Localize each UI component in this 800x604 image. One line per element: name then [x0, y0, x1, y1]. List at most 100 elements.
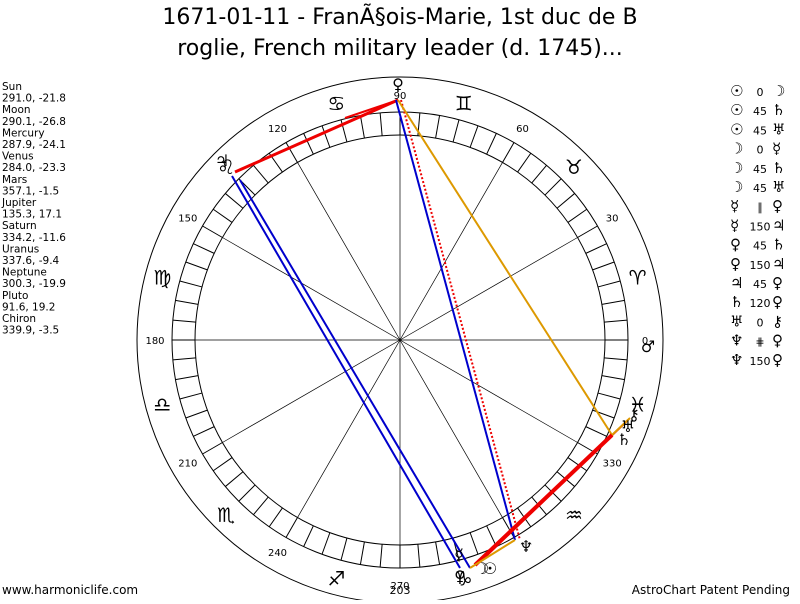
aspect-line [400, 99, 521, 541]
ring-tick [172, 357, 196, 361]
planet-glyph: ♆ [519, 537, 533, 556]
aspect-planet: ☽ [730, 159, 743, 177]
planet-glyph: ☉ [483, 559, 497, 578]
ring-tick [238, 484, 256, 502]
ring-tick [253, 496, 269, 515]
aspect-planet: ☿ [730, 197, 739, 215]
aspect-type: 45 [753, 124, 767, 137]
planet-coords: 287.9, -24.1 [2, 139, 66, 151]
ring-tick [212, 457, 233, 472]
ring-tick [585, 426, 607, 437]
planet-glyph: ♀ [392, 75, 404, 94]
sign-glyph: ♒ [565, 503, 583, 527]
aspect-line [611, 417, 631, 436]
planet-name: Pluto [2, 290, 28, 302]
aspect-planet: ♄ [730, 293, 743, 311]
sign-glyph: ♎ [153, 393, 171, 417]
footer-right: AstroChart Patent Pending [632, 583, 790, 597]
ring-tick [452, 119, 460, 143]
sign-glyph: ♉ [565, 155, 583, 179]
aspect-line [239, 179, 471, 569]
aspect-planet: ☉ [730, 101, 743, 119]
ring-tick [179, 280, 203, 288]
aspect-line [469, 539, 516, 569]
ring-tick [340, 537, 348, 561]
aspect-planet: ♄ [772, 101, 785, 119]
aspect-type: 0 [757, 316, 764, 329]
footer-left: www.harmoniclife.com [2, 583, 138, 597]
planet-name: Saturn [2, 220, 37, 232]
planet-name: Moon [2, 104, 31, 116]
aspect-planet: ♅ [730, 312, 743, 330]
ring-tick [268, 507, 283, 528]
aspect-planet: ♄ [772, 236, 785, 254]
ring-tick [321, 125, 331, 148]
house-line [399, 237, 578, 341]
aspect-planet: ♀ [772, 274, 783, 292]
aspect-planet: ☿ [772, 140, 781, 158]
planet-coords: 339.9, -3.5 [2, 325, 59, 337]
aspect-planet: ☿ [730, 216, 739, 234]
aspect-lines [231, 98, 631, 569]
degree-label: 270 [390, 581, 409, 592]
planet-coords: 284.0, -23.3 [2, 162, 66, 174]
ring-tick [502, 142, 515, 163]
ring-tick [601, 299, 625, 305]
planet-glyph: ☿ [454, 545, 464, 564]
planet-name: Uranus [2, 243, 39, 255]
planet-coords: 135.3, 17.1 [2, 209, 62, 221]
aspect-line [397, 99, 613, 436]
planet-coords: 357.1, -1.5 [2, 185, 59, 197]
planet-coords: 300.3, -19.9 [2, 278, 66, 290]
degree-label: 60 [516, 124, 529, 135]
aspect-planet: ♃ [772, 216, 785, 234]
planet-coords: 291.0, -21.8 [2, 93, 66, 105]
ring-tick [502, 517, 515, 538]
ring-tick [285, 517, 298, 538]
aspect-type: ⋕ [755, 336, 764, 349]
ring-tick [597, 392, 621, 400]
ring-tick [359, 541, 365, 565]
aspect-planet: ⚷ [772, 312, 783, 330]
bottom-label: 203 [390, 584, 411, 597]
ring-tick [185, 409, 208, 419]
planet-glyph: ♂ [641, 337, 655, 356]
ring-tick [469, 532, 479, 555]
ring-tick [172, 319, 196, 323]
ring-tick [225, 471, 244, 487]
ring-tick [179, 392, 203, 400]
degree-label: 30 [606, 214, 619, 225]
ring-tick [469, 125, 479, 148]
house-line [297, 339, 401, 518]
ring-tick [175, 375, 199, 381]
house-line [399, 339, 578, 443]
planet-glyph: ♀ [454, 567, 466, 586]
planet-coords: 337.6, -9.4 [2, 255, 60, 267]
title: roglie, French military leader (d. 1745)… [177, 36, 623, 61]
ring-tick [379, 112, 383, 136]
ring-tick [604, 357, 628, 361]
ring-tick [303, 133, 314, 155]
aspect-planet: ☽ [730, 140, 743, 158]
planet-name: Jupiter [1, 197, 37, 209]
ring-tick [435, 115, 441, 139]
ring-tick [597, 280, 621, 288]
planet-glyph: ⚷ [628, 405, 640, 424]
ring-tick [567, 457, 588, 472]
aspect-type: 45 [753, 163, 767, 176]
house-line [222, 237, 401, 341]
planet-glyph: ♄ [617, 430, 631, 449]
aspect-type: 45 [753, 278, 767, 291]
ring-tick [567, 208, 588, 223]
title: 1671-01-11 - FranÃ§ois-Marie, 1st duc de… [162, 3, 637, 30]
sign-glyph: ♊ [455, 91, 473, 115]
ring-tick [517, 152, 532, 173]
aspect-type: 45 [753, 240, 767, 253]
aspect-planet: ♀ [772, 197, 783, 215]
sign-glyph: ♌ [217, 155, 235, 179]
sign-glyph: ♐ [327, 567, 345, 591]
aspect-type: 150 [750, 220, 771, 233]
aspect-planet: ♆ [730, 351, 743, 369]
ring-tick [556, 193, 575, 209]
aspect-type: 150 [750, 355, 771, 368]
